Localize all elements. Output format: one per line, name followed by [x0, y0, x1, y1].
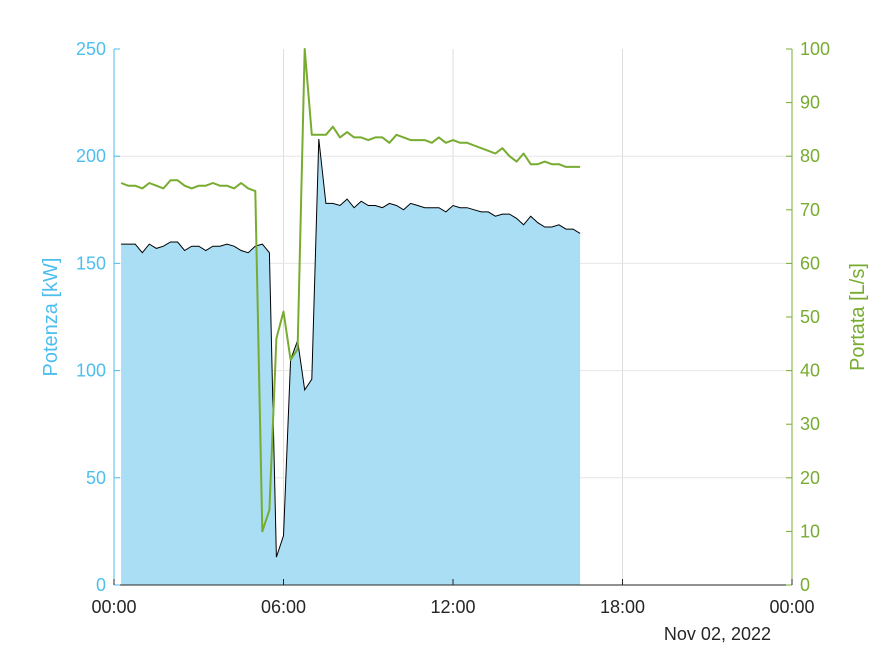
tick-labels: 0 50 100 150 200 250 0 10 20 30 40 50 60 70 80 90 100 00:…	[76, 39, 830, 617]
x-tick-label: 18:00	[600, 597, 645, 617]
axes	[113, 48, 793, 586]
right-tick-label: 40	[800, 361, 820, 381]
left-axis-label: Potenza [kW]	[40, 258, 62, 377]
right-tick-label: 100	[800, 39, 830, 59]
date-label: Nov 02, 2022	[664, 624, 771, 644]
right-tick-label: 60	[800, 253, 820, 273]
x-tick-label: 06:00	[261, 597, 306, 617]
right-tick-label: 80	[800, 146, 820, 166]
right-axis-label: Portata [L/s]	[847, 263, 869, 371]
x-tick-label: 00:00	[91, 597, 136, 617]
left-tick-label: 250	[76, 39, 106, 59]
power-area-fill	[121, 139, 581, 585]
right-tick-label: 0	[800, 575, 810, 595]
power-area-series	[121, 138, 581, 585]
left-tick-label: 50	[86, 468, 106, 488]
x-tick-label: 00:00	[769, 597, 814, 617]
right-tick-label: 70	[800, 200, 820, 220]
x-tick-label: 12:00	[430, 597, 475, 617]
left-tick-label: 150	[76, 253, 106, 273]
right-tick-label: 90	[800, 93, 820, 113]
right-tick-label: 50	[800, 307, 820, 327]
left-tick-label: 100	[76, 361, 106, 381]
power-line	[121, 138, 581, 558]
left-tick-label: 200	[76, 146, 106, 166]
right-tick-label: 10	[800, 521, 820, 541]
flow-line	[120, 48, 581, 533]
right-tick-label: 20	[800, 468, 820, 488]
left-tick-label: 0	[96, 575, 106, 595]
flow-line-series	[120, 48, 581, 533]
right-tick-label: 30	[800, 414, 820, 434]
